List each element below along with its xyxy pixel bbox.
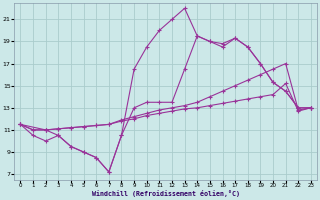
X-axis label: Windchill (Refroidissement éolien,°C): Windchill (Refroidissement éolien,°C) (92, 190, 240, 197)
